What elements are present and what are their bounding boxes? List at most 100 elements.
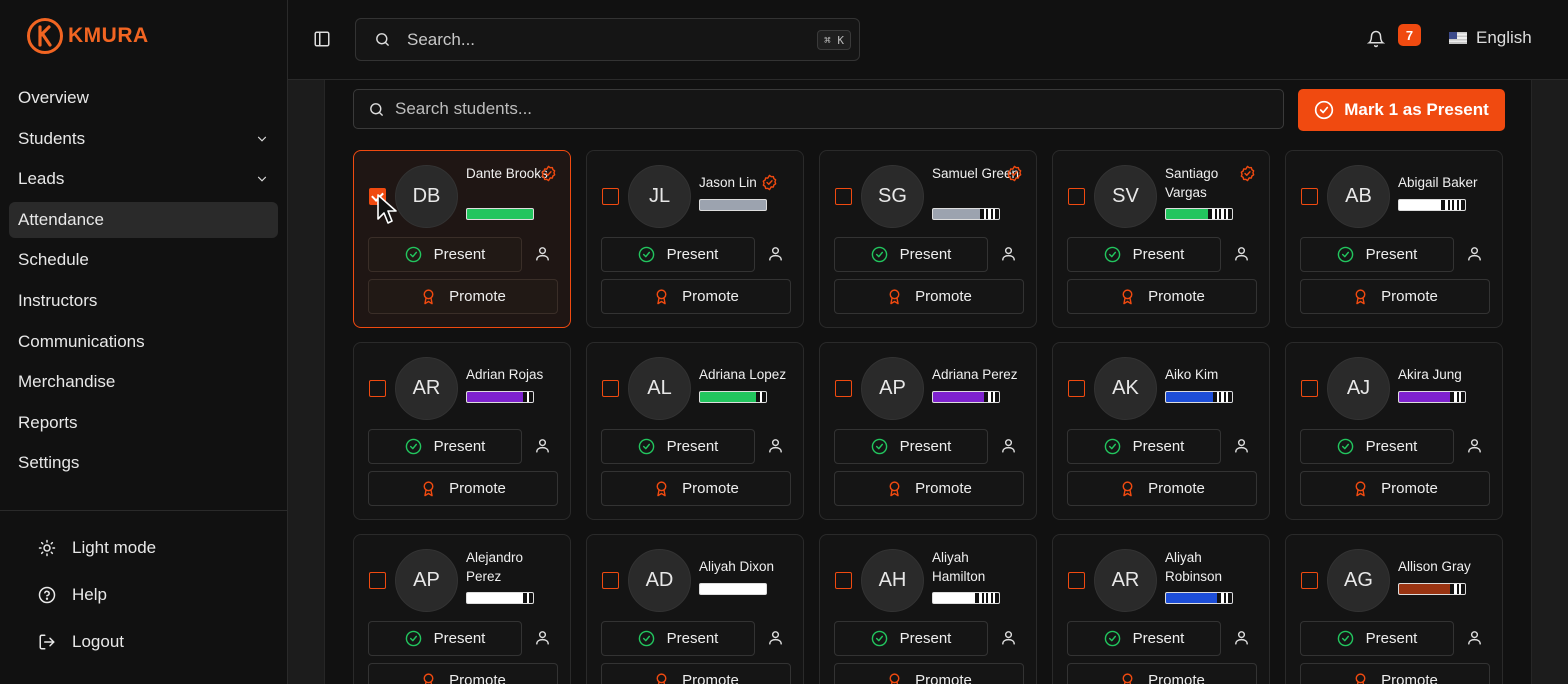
student-card[interactable]: AG Allison Gray Present Promote (1285, 534, 1503, 684)
student-search-input[interactable] (395, 99, 1255, 119)
belt-rank-bar (1398, 583, 1466, 595)
present-button[interactable]: Present (1300, 621, 1454, 656)
student-card[interactable]: AH Aliyah Hamilton Present Promote (819, 534, 1037, 684)
user-profile-icon[interactable] (1233, 629, 1250, 646)
student-card[interactable]: AR Adrian Rojas Present Promote (353, 342, 571, 520)
student-select-checkbox[interactable] (369, 380, 386, 397)
present-button[interactable]: Present (368, 429, 522, 464)
present-button[interactable]: Present (834, 429, 988, 464)
user-profile-icon[interactable] (767, 629, 784, 646)
student-card[interactable]: SV Santiago Vargas Present Promote (1052, 150, 1270, 328)
bell-icon[interactable] (1367, 30, 1385, 48)
sidebar-item-overview[interactable]: Overview (9, 80, 278, 116)
mark-present-button[interactable]: Mark 1 as Present (1298, 89, 1505, 131)
user-profile-icon[interactable] (1000, 437, 1017, 454)
present-button[interactable]: Present (1067, 429, 1221, 464)
user-profile-icon[interactable] (1000, 629, 1017, 646)
student-select-checkbox[interactable] (835, 380, 852, 397)
promote-button[interactable]: Promote (601, 279, 791, 314)
student-card[interactable]: AJ Akira Jung Present Promote (1285, 342, 1503, 520)
sidebar-item-attendance[interactable]: Attendance (9, 201, 278, 238)
user-profile-icon[interactable] (534, 245, 551, 262)
student-select-checkbox[interactable] (835, 188, 852, 205)
sidebar-item-instructors[interactable]: Instructors (9, 283, 278, 319)
promote-button[interactable]: Promote (1300, 663, 1490, 684)
sidebar-item-students[interactable]: Students (9, 121, 278, 157)
student-select-checkbox[interactable] (835, 572, 852, 589)
language-selector[interactable]: English (1449, 28, 1532, 48)
promote-button[interactable]: Promote (368, 663, 558, 684)
promote-button[interactable]: Promote (834, 471, 1024, 506)
student-select-checkbox[interactable] (1068, 188, 1085, 205)
present-button[interactable]: Present (368, 237, 522, 272)
user-profile-icon[interactable] (1233, 245, 1250, 262)
student-card[interactable]: AD Aliyah Dixon Present Promote (586, 534, 804, 684)
student-select-checkbox[interactable] (602, 188, 619, 205)
user-profile-icon[interactable] (1233, 437, 1250, 454)
sidebar-toggle-icon[interactable] (313, 30, 331, 48)
student-card[interactable]: DB Dante Brooks Present Promote (353, 150, 571, 328)
promote-button[interactable]: Promote (601, 471, 791, 506)
student-search[interactable] (353, 89, 1284, 129)
present-button[interactable]: Present (1067, 621, 1221, 656)
student-select-checkbox[interactable] (1068, 572, 1085, 589)
promote-button[interactable]: Promote (834, 279, 1024, 314)
student-select-checkbox[interactable] (369, 572, 386, 589)
student-name: Dante Brooks (466, 166, 548, 181)
present-button[interactable]: Present (1067, 237, 1221, 272)
light-mode-button[interactable]: Light mode (0, 533, 287, 563)
present-button[interactable]: Present (1300, 429, 1454, 464)
student-name: Aliyah Hamilton (932, 550, 986, 584)
present-button[interactable]: Present (834, 237, 988, 272)
user-profile-icon[interactable] (1466, 629, 1483, 646)
student-card[interactable]: AP Adriana Perez Present Promote (819, 342, 1037, 520)
user-profile-icon[interactable] (767, 245, 784, 262)
logout-button[interactable]: Logout (0, 627, 287, 657)
promote-button[interactable]: Promote (1067, 279, 1257, 314)
promote-button[interactable]: Promote (601, 663, 791, 684)
user-profile-icon[interactable] (767, 437, 784, 454)
present-button[interactable]: Present (601, 237, 755, 272)
promote-button[interactable]: Promote (1067, 663, 1257, 684)
user-profile-icon[interactable] (534, 437, 551, 454)
promote-button[interactable]: Promote (834, 663, 1024, 684)
user-profile-icon[interactable] (534, 629, 551, 646)
present-button[interactable]: Present (1300, 237, 1454, 272)
present-button[interactable]: Present (601, 621, 755, 656)
promote-button[interactable]: Promote (1300, 471, 1490, 506)
promote-button[interactable]: Promote (368, 471, 558, 506)
sidebar-item-leads[interactable]: Leads (9, 161, 278, 197)
promote-button[interactable]: Promote (1067, 471, 1257, 506)
global-search[interactable]: ⌘ K (355, 18, 860, 61)
student-select-checkbox[interactable] (1301, 572, 1318, 589)
sidebar-item-schedule[interactable]: Schedule (9, 242, 278, 278)
student-select-checkbox[interactable] (602, 572, 619, 589)
student-card[interactable]: AK Aiko Kim Present Promote (1052, 342, 1270, 520)
student-select-checkbox[interactable] (1301, 380, 1318, 397)
student-select-checkbox[interactable] (1301, 188, 1318, 205)
present-button[interactable]: Present (601, 429, 755, 464)
student-card[interactable]: AL Adriana Lopez Present Promote (586, 342, 804, 520)
global-search-input[interactable] (407, 29, 787, 50)
student-card[interactable]: JL Jason Lin Present Promote (586, 150, 804, 328)
sidebar-item-communications[interactable]: Communications (9, 324, 278, 360)
check-circle-icon (405, 438, 422, 455)
sidebar-item-merchandise[interactable]: Merchandise (9, 364, 278, 400)
help-button[interactable]: Help (0, 580, 287, 610)
student-card[interactable]: SG Samuel Green Present Promote (819, 150, 1037, 328)
sidebar-item-reports[interactable]: Reports (9, 405, 278, 441)
sidebar-item-settings[interactable]: Settings (9, 445, 278, 481)
promote-button[interactable]: Promote (1300, 279, 1490, 314)
present-button[interactable]: Present (834, 621, 988, 656)
promote-button[interactable]: Promote (368, 279, 558, 314)
student-select-checkbox[interactable] (602, 380, 619, 397)
logo[interactable]: KMURA (26, 17, 149, 55)
student-card[interactable]: AB Abigail Baker Present Promote (1285, 150, 1503, 328)
student-select-checkbox[interactable] (1068, 380, 1085, 397)
student-card[interactable]: AP Alejandro Perez Present Promote (353, 534, 571, 684)
user-profile-icon[interactable] (1466, 245, 1483, 262)
present-button[interactable]: Present (368, 621, 522, 656)
student-card[interactable]: AR Aliyah Robinson Present Promote (1052, 534, 1270, 684)
user-profile-icon[interactable] (1466, 437, 1483, 454)
user-profile-icon[interactable] (1000, 245, 1017, 262)
